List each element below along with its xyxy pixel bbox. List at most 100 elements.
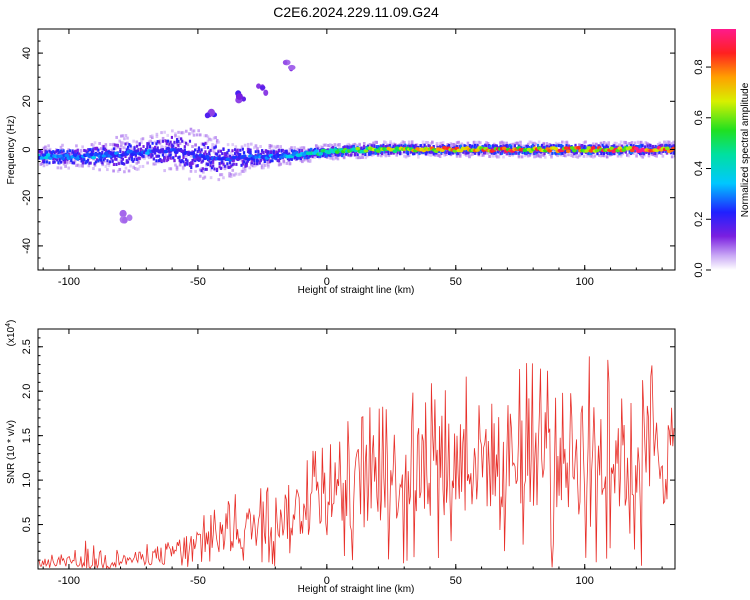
spectrogram-cell: [609, 152, 612, 156]
spectrogram-cell: [598, 153, 601, 157]
spectrogram-cell: [39, 149, 42, 153]
spectrogram-cell: [667, 140, 671, 144]
spectrogram-cell: [301, 146, 304, 150]
spectrogram-cell: [135, 168, 139, 172]
spectrogram-cell: [627, 154, 631, 158]
spectrogram-cell: [167, 144, 171, 148]
spectrogram-cell: [227, 166, 230, 170]
spectrogram-cell: [147, 142, 150, 146]
spectrogram-cell: [195, 164, 198, 168]
spectrogram-cell: [164, 139, 167, 143]
spectrogram-cell: [72, 161, 76, 165]
spectrogram-cell: [383, 140, 386, 144]
spectrogram-cell: [451, 151, 455, 155]
spectrogram-cell: [381, 152, 384, 156]
spectrogram-cell: [654, 151, 657, 155]
spectrogram-cell: [466, 151, 469, 155]
spectrogram-cell: [319, 145, 323, 149]
spectrogram-cell: [272, 150, 275, 154]
spectrogram-cell: [436, 145, 439, 149]
spectrogram-cell: [549, 144, 553, 148]
spectrogram-cell: [375, 151, 379, 155]
spectrogram-cell: [439, 145, 442, 149]
spectrogram-cell: [89, 161, 92, 165]
spectrogram-cell: [250, 161, 253, 165]
snr-ytick-label: 1.5: [21, 428, 33, 443]
colorbar-tick-label: 0.0: [693, 262, 705, 277]
spectrogram-cell: [500, 149, 504, 153]
spectrogram-ridge: [196, 156, 202, 161]
spectrogram-cell: [209, 138, 213, 142]
spectrogram-cell: [379, 151, 382, 155]
spectrogram-cell: [521, 151, 524, 155]
spectrogram-cell: [618, 143, 621, 147]
spectrogram-cell: [322, 153, 326, 157]
spectrogram-cell: [205, 134, 208, 138]
spectrogram-cell: [175, 165, 179, 169]
spectrogram-cell: [277, 159, 281, 163]
spectrogram-cell: [658, 150, 661, 154]
spectrogram-cell: [533, 155, 536, 159]
spectrogram-cell: [157, 140, 161, 144]
spectrogram-cell: [271, 159, 274, 163]
spectrogram-cell: [185, 129, 188, 133]
spectrogram-cell: [76, 163, 80, 167]
spectrogram-cell: [616, 154, 620, 158]
spectrogram-cell: [503, 144, 506, 148]
spectrogram-cell: [496, 155, 499, 159]
spectrogram-cell: [557, 144, 560, 148]
spectrogram-cell: [564, 154, 567, 158]
spectrogram-cell: [188, 162, 192, 166]
spectrogram-cell: [637, 145, 640, 149]
spectrogram-cell: [235, 162, 238, 166]
spectrogram-cell: [624, 140, 628, 144]
spectrogram-cell: [120, 141, 123, 145]
spectrogram-ridge: [563, 146, 569, 150]
spectrogram-cell: [460, 142, 464, 146]
spectrogram-cell: [183, 140, 187, 144]
spectrogram-cell: [186, 159, 189, 163]
spectrogram-cell: [313, 155, 317, 159]
spectrogram-cell: [203, 143, 206, 147]
spectrogram-cell: [314, 145, 318, 149]
spectrogram-cell: [606, 145, 609, 149]
spectrogram-cell: [218, 165, 221, 169]
spectrogram-cell: [156, 154, 159, 158]
spectrogram-cell: [265, 160, 269, 164]
spectrogram-cell: [92, 144, 95, 148]
spectrogram-cell: [126, 136, 129, 140]
spectrogram-cell: [288, 147, 292, 151]
spectrogram-cell: [147, 156, 151, 160]
spectrogram-cell: [387, 149, 390, 153]
spectrogram-cell: [182, 154, 185, 158]
spectrogram-cell: [83, 148, 86, 152]
spectrogram-cell: [411, 152, 415, 156]
spectrogram-cell: [426, 152, 429, 156]
spectrogram-cell: [289, 157, 292, 161]
spectrogram-cell: [121, 162, 125, 166]
spectrogram-cell: [248, 166, 252, 170]
spectrogram-cell: [259, 144, 262, 148]
spectrogram-cell: [114, 157, 117, 161]
spectrogram-cell: [573, 152, 576, 156]
spectrogram-cell: [422, 151, 425, 155]
spectrogram-cell: [45, 160, 48, 164]
spectrogram-cell: [123, 137, 126, 141]
spectrogram-cell: [194, 143, 197, 147]
spectrogram-cell: [359, 154, 363, 158]
spectrogram-cell: [118, 167, 122, 171]
spectrogram-cell: [232, 158, 235, 162]
spectrogram-xlabel: Height of straight line (km): [298, 285, 415, 296]
spectrogram-cell: [489, 144, 492, 148]
spectrogram-cell: [429, 152, 433, 156]
spectrogram-cell: [226, 153, 230, 157]
spectrogram-ridge: [501, 146, 507, 151]
spectrogram-cell: [62, 149, 65, 153]
spectrogram-cell: [195, 133, 199, 137]
spectrogram-cell: [431, 140, 434, 144]
spectrogram-cell: [533, 152, 536, 156]
spectrogram-cell: [440, 141, 443, 145]
spectrogram-cell: [332, 157, 335, 161]
spectrogram-cell: [432, 144, 435, 148]
spectrogram-cell: [222, 162, 225, 166]
